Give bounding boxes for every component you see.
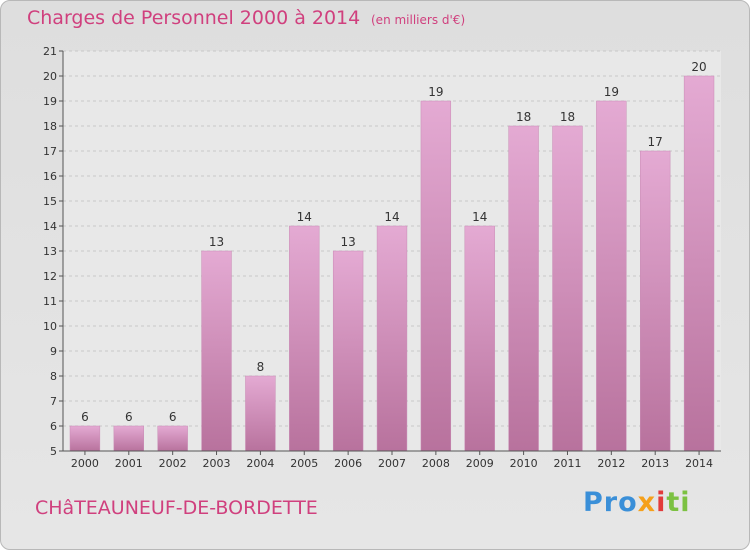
bar-2010: [508, 125, 539, 452]
x-tick-label-2014: 2014: [685, 457, 713, 470]
x-tick-label-2011: 2011: [553, 457, 581, 470]
town-name: CHâTEAUNEUF-DE-BORDETTE: [35, 497, 318, 519]
y-tick-label: 11: [43, 295, 57, 308]
bar-2014: [683, 75, 715, 452]
chart-title: Charges de Personnel 2000 à 2014: [27, 7, 361, 29]
bar-2006: [332, 250, 364, 452]
data-label-2004: 8: [257, 360, 265, 374]
x-tick-label-2008: 2008: [422, 457, 450, 470]
data-label-2003: 13: [209, 235, 224, 249]
bar-2012: [596, 100, 627, 452]
y-tick-label: 14: [43, 220, 57, 233]
bar-2013: [640, 150, 671, 452]
x-tick-label-2001: 2001: [115, 457, 143, 470]
data-label-2007: 14: [384, 210, 399, 224]
chart-subtitle: (en milliers d'€): [371, 13, 466, 27]
y-axis: 5 6 7 8 9 10 11 12 13 14 15 16 17 18 19 20 21: [43, 45, 64, 458]
x-tick-label-2010: 2010: [510, 457, 538, 470]
x-tick-label-2007: 2007: [378, 457, 406, 470]
x-tick-label-2009: 2009: [466, 457, 494, 470]
y-tick-label: 8: [50, 370, 57, 383]
data-label-2011: 18: [560, 110, 575, 124]
y-tick-label: 19: [43, 95, 57, 108]
proxiti-logo[interactable]: Proxiti: [583, 487, 691, 518]
data-label-2002: 6: [169, 410, 177, 424]
bar-2004: [245, 375, 276, 452]
bar-2005: [289, 225, 320, 452]
y-tick-label: 13: [43, 245, 57, 258]
y-tick-label: 21: [43, 45, 57, 58]
x-tick-label-2004: 2004: [246, 457, 274, 470]
bars: 6 6 6 13 8 14 13 14 19 14 18 18 19 17 20: [69, 60, 715, 452]
y-tick-label: 12: [43, 270, 57, 283]
bar-2008: [420, 100, 452, 452]
x-tick-label-2013: 2013: [641, 457, 669, 470]
bar-2007: [376, 225, 408, 452]
x-tick-label-2000: 2000: [71, 457, 99, 470]
data-label-2013: 17: [648, 135, 663, 149]
bar-2009: [464, 225, 495, 452]
y-tick-label: 9: [50, 345, 57, 358]
y-tick-label: 18: [43, 120, 57, 133]
data-label-2010: 18: [516, 110, 531, 124]
x-tick-label-2012: 2012: [597, 457, 625, 470]
data-label-2001: 6: [125, 410, 133, 424]
x-axis: 2000 2001 2002 2003 2004 2005 2006 2007 2008 2009…: [63, 450, 721, 470]
y-tick-label: 20: [43, 70, 57, 83]
x-tick-label-2002: 2002: [159, 457, 187, 470]
data-label-2006: 13: [340, 235, 355, 249]
y-tick-label: 7: [50, 395, 57, 408]
data-label-2000: 6: [81, 410, 89, 424]
bar-2001: [113, 425, 144, 452]
data-label-2009: 14: [472, 210, 487, 224]
data-label-2005: 14: [297, 210, 312, 224]
data-label-2008: 19: [428, 85, 443, 99]
bar-2000: [69, 425, 101, 452]
data-label-2012: 19: [604, 85, 619, 99]
y-tick-label: 16: [43, 170, 57, 183]
x-tick-label-2003: 2003: [203, 457, 231, 470]
y-tick-label: 6: [50, 420, 57, 433]
data-label-2014: 20: [691, 60, 706, 74]
y-tick-label: 10: [43, 320, 57, 333]
y-tick-label: 17: [43, 145, 57, 158]
y-tick-label: 15: [43, 195, 57, 208]
y-tick-label: 5: [50, 445, 57, 458]
bar-2011: [552, 125, 583, 452]
bar-2002: [157, 425, 188, 452]
bar-2003: [201, 250, 232, 452]
x-tick-label-2005: 2005: [290, 457, 318, 470]
x-tick-label-2006: 2006: [334, 457, 362, 470]
